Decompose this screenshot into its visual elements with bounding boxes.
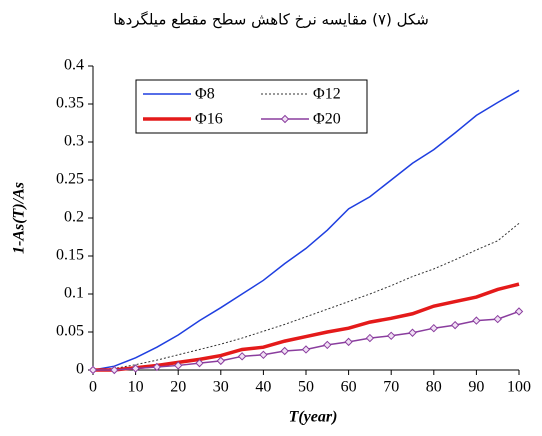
y-tick-label: 0.15: [56, 247, 84, 264]
data-marker: [173, 361, 183, 370]
x-tick-label: 80: [426, 379, 442, 396]
data-marker: [131, 364, 140, 373]
data-line: [92, 89, 520, 371]
x-tick-label: 0: [89, 379, 97, 396]
x-tick-label: 70: [383, 379, 399, 396]
y-tick-label: 0.35: [56, 95, 84, 112]
x-tick-label: 40: [255, 379, 271, 396]
legend-label: Φ8: [195, 86, 215, 103]
data-marker: [88, 365, 98, 375]
data-marker: [450, 320, 460, 330]
x-tick-label: 50: [298, 379, 314, 396]
data-marker: [493, 314, 502, 324]
data-marker: [514, 307, 524, 316]
x-tick-label: 10: [128, 379, 144, 396]
data-marker: [216, 356, 226, 366]
data-marker: [237, 352, 247, 361]
chart-title: شکل (۷) مقایسه نرخ کاهش سطح مقطع میلگرده…: [113, 11, 429, 29]
legend-label: Φ12: [313, 86, 341, 103]
data-marker: [365, 333, 375, 343]
data-marker: [323, 340, 332, 350]
legend-marker: [280, 114, 290, 124]
data-marker: [280, 346, 289, 356]
legend-label: Φ16: [195, 111, 223, 128]
y-tick-label: 0.1: [64, 285, 84, 302]
data-marker: [472, 316, 481, 325]
data-marker: [344, 337, 353, 347]
data-marker: [429, 323, 439, 333]
x-tick-label: 90: [468, 379, 484, 396]
data-line: [93, 310, 520, 371]
y-tick-label: 0: [76, 361, 84, 378]
data-line: [92, 222, 520, 371]
y-tick-label: 0.25: [56, 171, 84, 188]
data-marker: [408, 328, 417, 337]
y-tick-label: 0.4: [64, 57, 84, 74]
data-marker: [152, 362, 162, 372]
x-axis-label: T(year): [289, 409, 338, 426]
x-tick-label: 60: [341, 379, 357, 396]
x-tick-label: 30: [213, 379, 229, 396]
legend-label: Φ20: [313, 111, 341, 128]
legend-box: [135, 79, 368, 134]
data-line: [93, 282, 520, 372]
data-marker: [301, 345, 311, 354]
data-marker: [259, 350, 268, 360]
data-marker: [110, 365, 119, 375]
data-marker: [195, 358, 204, 368]
data-marker: [386, 331, 396, 341]
x-tick-label: 20: [170, 379, 186, 396]
y-tick-label: 0.2: [64, 209, 84, 226]
x-tick-label: 100: [507, 379, 531, 396]
y-tick-label: 0.05: [56, 323, 84, 340]
y-axis-label: 1-As(T)/As: [11, 182, 28, 254]
y-tick-label: 0.3: [64, 133, 84, 150]
